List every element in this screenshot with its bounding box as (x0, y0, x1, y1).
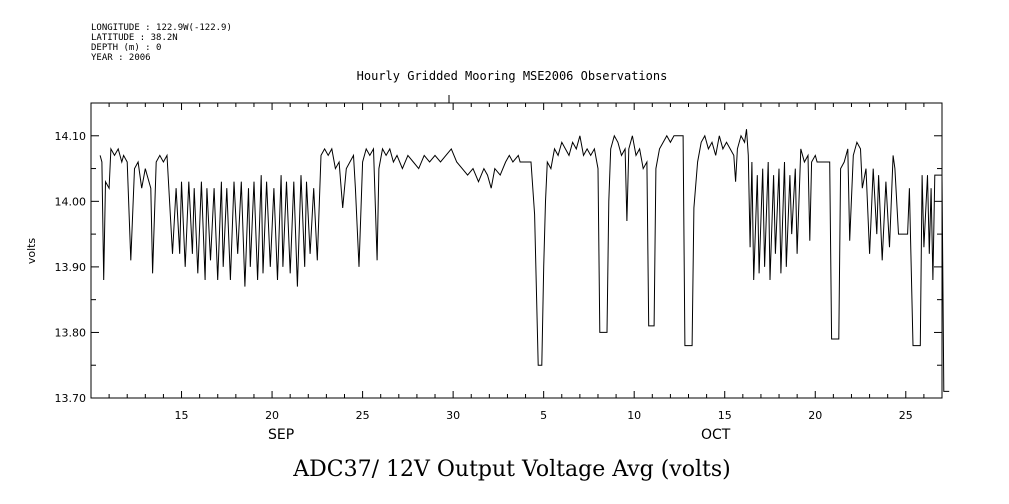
x-axis: 15 20 25 30 5 10 15 20 25 (90, 103, 943, 422)
year-text: YEAR : 2006 (91, 53, 151, 63)
y-tick-label: 13.80 (55, 326, 87, 339)
y-tick-label: 14.00 (55, 195, 87, 208)
x-tick-label: 25 (899, 409, 913, 422)
x-tick-label: 25 (356, 409, 370, 422)
station-metadata: LONGITUDE : 122.9W(-122.9) LATITUDE : 38… (91, 23, 232, 63)
series-line (99, 129, 950, 392)
x-tick-label: 30 (446, 409, 460, 422)
chart-title: Hourly Gridded Mooring MSE2006 Observati… (357, 69, 668, 83)
y-tick-label: 14.10 (55, 130, 87, 143)
x-tick-label: 15 (718, 409, 732, 422)
plot-frame (90, 102, 943, 399)
x-tick-label: 20 (808, 409, 822, 422)
series-group (99, 129, 950, 392)
x-tick-label: 10 (627, 409, 641, 422)
y-axis: 13.70 13.80 13.90 14.00 14.10 (55, 130, 942, 405)
y-tick-label: 13.70 (55, 392, 87, 405)
month-label: SEP (268, 427, 294, 443)
y-axis-label: volts (25, 238, 38, 265)
longitude-text: LONGITUDE : 122.9W(-122.9) (91, 23, 232, 33)
x-tick-label: 15 (175, 409, 189, 422)
month-label: OCT (701, 427, 731, 443)
depth-text: DEPTH (m) : 0 (91, 43, 161, 53)
chart-caption: ADC37/ 12V Output Voltage Avg (volts) (292, 457, 730, 482)
x-tick-label: 20 (265, 409, 279, 422)
y-tick-label: 13.90 (55, 261, 87, 274)
x-tick-label: 5 (540, 409, 547, 422)
latitude-text: LATITUDE : 38.2N (91, 33, 178, 43)
month-labels: SEP OCT (268, 427, 731, 443)
